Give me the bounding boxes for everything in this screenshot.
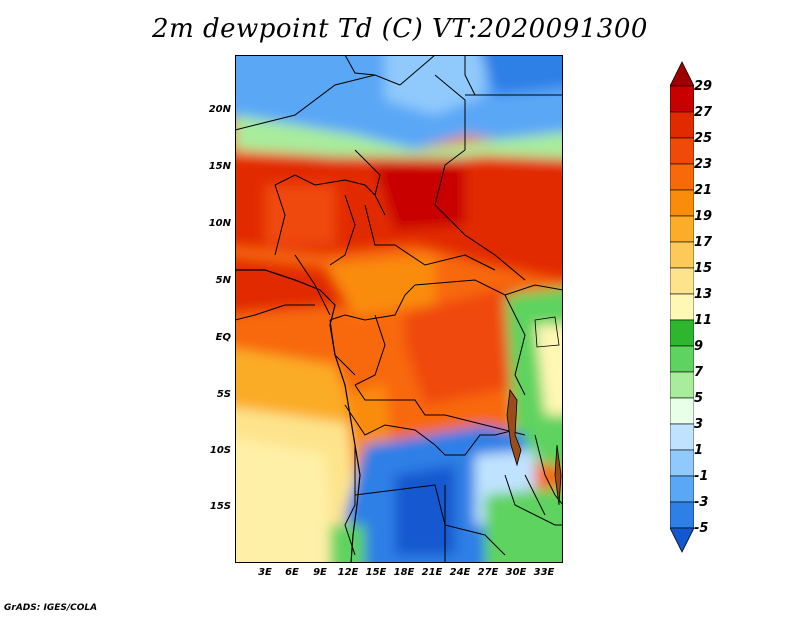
colorbar-swatch bbox=[670, 475, 694, 503]
lon-label-15e: 15E bbox=[365, 567, 387, 578]
lon-label-33e: 33E bbox=[533, 567, 555, 578]
lat-label-15s: 15S bbox=[209, 501, 231, 512]
lon-label-24e: 24E bbox=[449, 567, 471, 578]
lat-label-5s: 5S bbox=[216, 389, 231, 400]
lat-label-20n: 20N bbox=[208, 104, 231, 115]
colorbar-label-15: 15 bbox=[694, 261, 713, 276]
lon-label-9e: 9E bbox=[313, 567, 327, 578]
coastline bbox=[235, 269, 361, 563]
colorbar-swatch bbox=[670, 501, 694, 529]
colorbar-label-21: 21 bbox=[694, 183, 713, 198]
colorbar-label-neg5: -5 bbox=[694, 521, 709, 536]
colorbar bbox=[670, 61, 694, 553]
lon-label-18e: 18E bbox=[393, 567, 415, 578]
lon-label-6e: 6E bbox=[285, 567, 299, 578]
lon-label-27e: 27E bbox=[477, 567, 499, 578]
colorbar-segments bbox=[670, 61, 694, 553]
colorbar-swatch bbox=[670, 85, 694, 113]
colorbar-label-29: 29 bbox=[694, 79, 713, 94]
lat-label-eq: EQ bbox=[215, 332, 231, 343]
colorbar-swatch bbox=[670, 215, 694, 243]
colorbar-swatch bbox=[670, 423, 694, 451]
colorbar-arrow-top bbox=[670, 61, 694, 87]
colorbar-label-neg3: -3 bbox=[694, 495, 709, 510]
lon-label-12e: 12E bbox=[337, 567, 359, 578]
great-lakes bbox=[506, 316, 562, 506]
dewpoint-map bbox=[235, 55, 563, 563]
lat-label-5n: 5N bbox=[215, 275, 231, 286]
lat-label-15n: 15N bbox=[208, 161, 231, 172]
colorbar-label-7: 7 bbox=[694, 365, 704, 380]
colorbar-swatch bbox=[670, 293, 694, 321]
dewpoint-field bbox=[235, 55, 563, 563]
colorbar-label-25: 25 bbox=[694, 131, 713, 146]
colorbar-arrow-bottom bbox=[670, 527, 694, 553]
lat-label-10s: 10S bbox=[209, 445, 231, 456]
colorbar-swatch bbox=[670, 189, 694, 217]
lon-label-30e: 30E bbox=[505, 567, 527, 578]
colorbar-swatch bbox=[670, 137, 694, 165]
chart-title: 2m dewpoint Td (C) VT:2020091300 bbox=[152, 14, 648, 44]
colorbar-swatch bbox=[670, 449, 694, 477]
lat-label-10n: 10N bbox=[208, 218, 231, 229]
colorbar-label-27: 27 bbox=[694, 105, 713, 120]
colorbar-swatch bbox=[670, 345, 694, 373]
colorbar-label-3: 3 bbox=[694, 417, 704, 432]
colorbar-label-11: 11 bbox=[694, 313, 713, 328]
colorbar-swatch bbox=[670, 319, 694, 347]
colorbar-label-5: 5 bbox=[694, 391, 704, 406]
colorbar-swatch bbox=[670, 397, 694, 425]
map-border bbox=[235, 55, 563, 563]
colorbar-label-9: 9 bbox=[694, 339, 704, 354]
colorbar-swatch bbox=[670, 163, 694, 191]
colorbar-label-13: 13 bbox=[694, 287, 713, 302]
footer-credit: GrADS: IGES/COLA bbox=[4, 603, 98, 613]
map-canvas bbox=[235, 55, 563, 563]
colorbar-label-1: 1 bbox=[694, 443, 704, 458]
colorbar-label-neg1: -1 bbox=[694, 469, 709, 484]
colorbar-label-19: 19 bbox=[694, 209, 713, 224]
lon-label-21e: 21E bbox=[421, 567, 443, 578]
lon-label-3e: 3E bbox=[258, 567, 272, 578]
colorbar-swatch bbox=[670, 111, 694, 139]
colorbar-label-23: 23 bbox=[694, 157, 713, 172]
colorbar-label-17: 17 bbox=[694, 235, 713, 250]
colorbar-swatch bbox=[670, 241, 694, 269]
colorbar-swatch bbox=[670, 267, 694, 295]
colorbar-swatch bbox=[670, 371, 694, 399]
